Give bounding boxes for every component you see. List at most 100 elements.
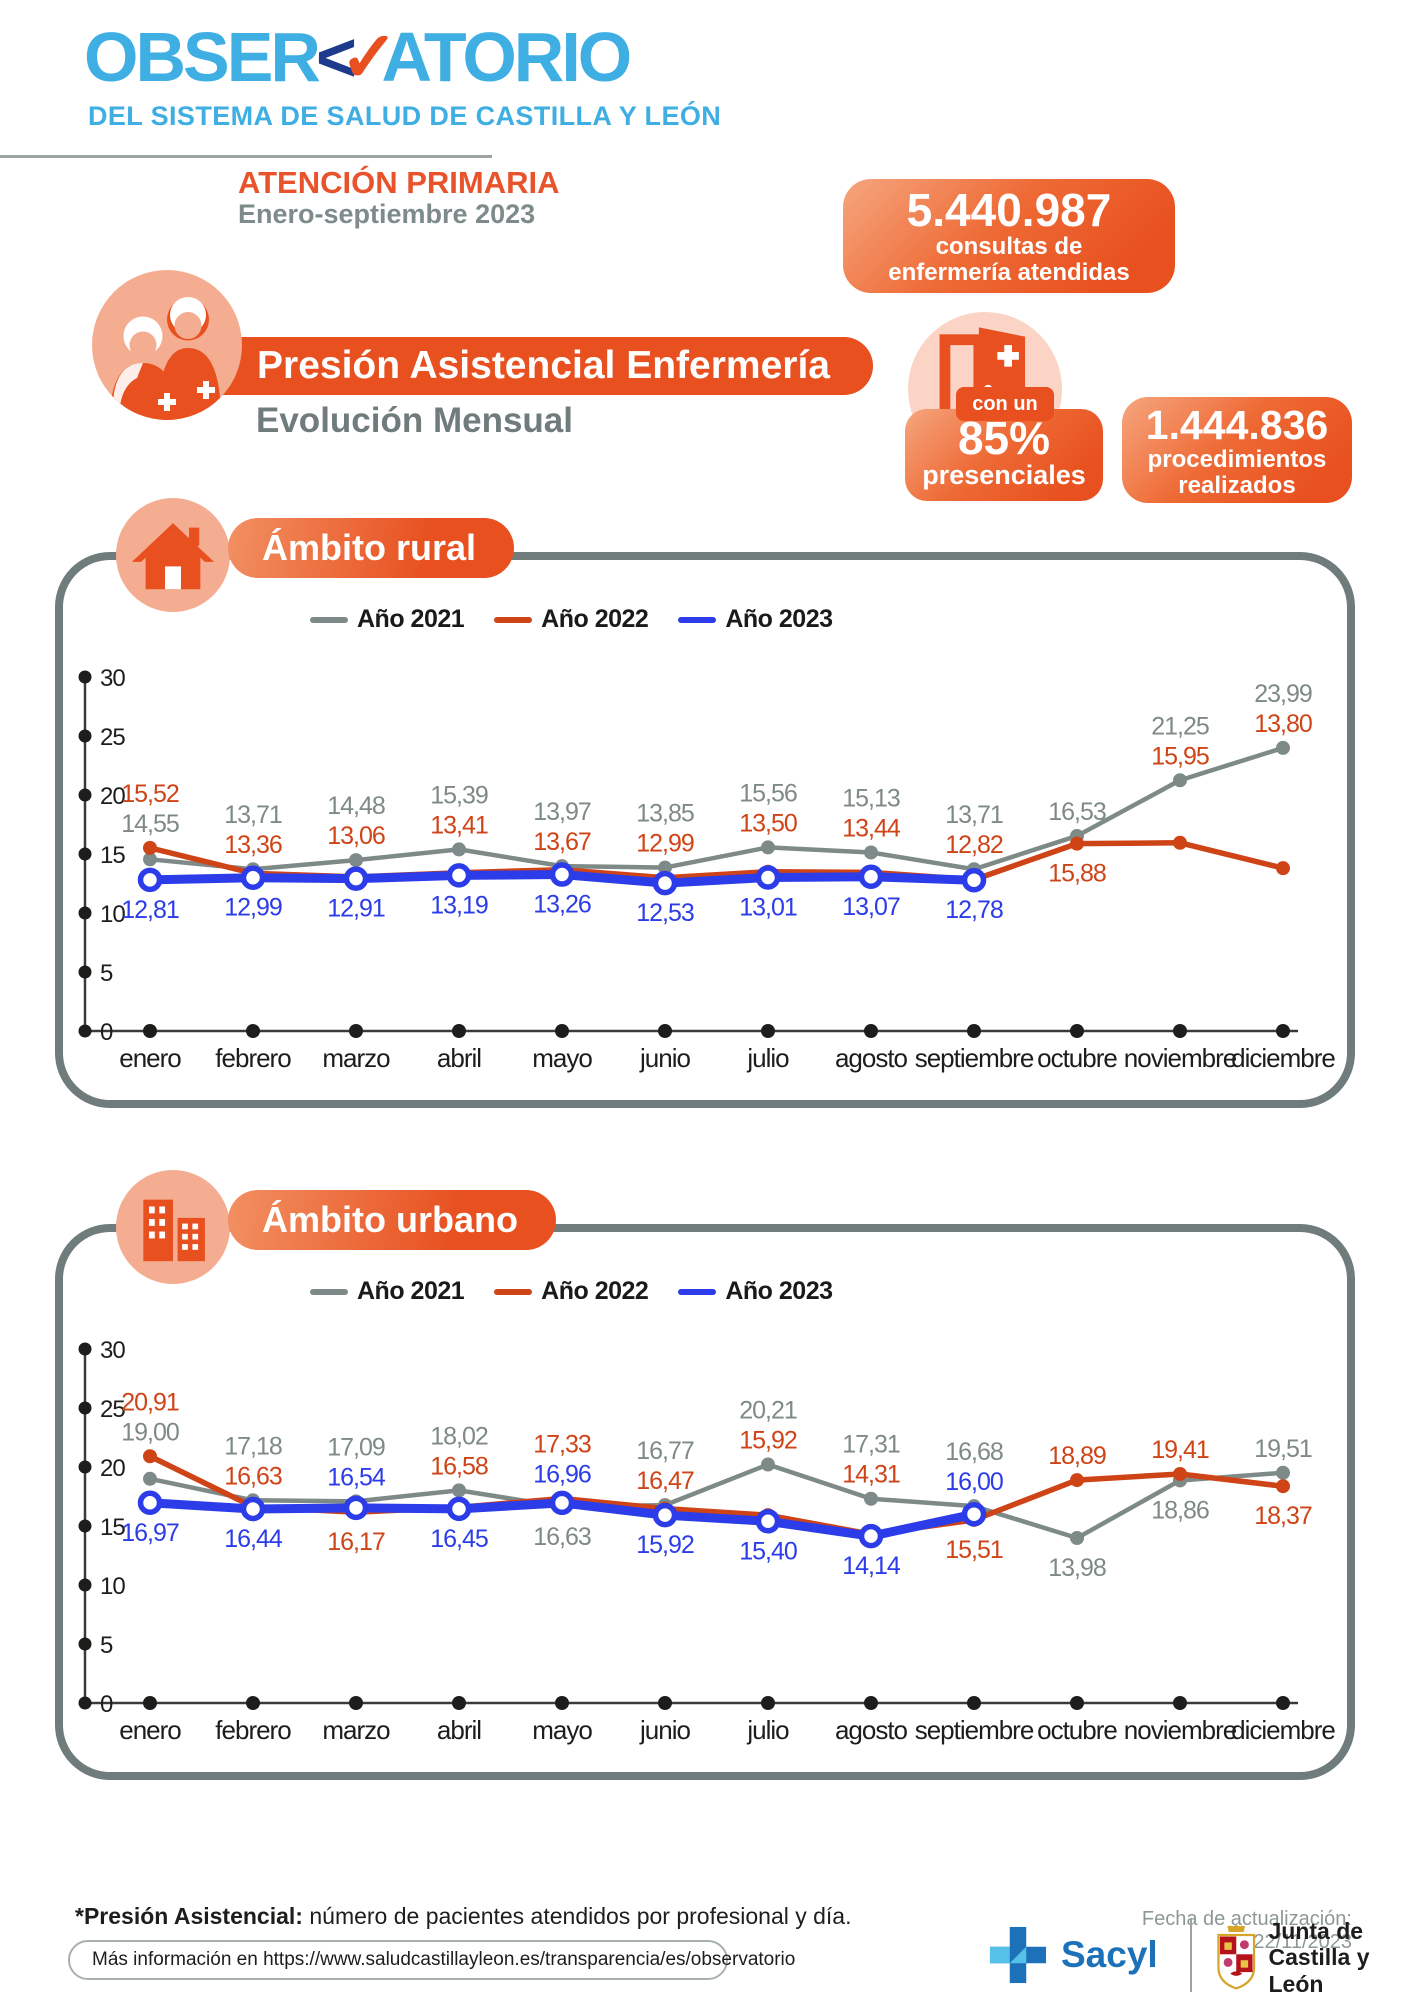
house-icon xyxy=(116,498,230,612)
legend-swatch-2021 xyxy=(310,616,348,623)
svg-text:13,97: 13,97 xyxy=(533,798,591,826)
svg-text:16,44: 16,44 xyxy=(224,1525,283,1553)
procedimientos-line2: realizados xyxy=(1178,471,1296,499)
svg-text:15,56: 15,56 xyxy=(739,779,797,807)
urbano-section-title: Ámbito urbano xyxy=(262,1199,518,1240)
svg-text:13,67: 13,67 xyxy=(533,828,591,856)
svg-text:12,99: 12,99 xyxy=(224,894,282,922)
procedimientos-line1: procedimientos xyxy=(1147,446,1327,474)
svg-text:15,52: 15,52 xyxy=(121,780,179,808)
junta-logo: Junta de Castilla y León xyxy=(1214,1918,1413,1997)
svg-text:mayo: mayo xyxy=(532,1715,592,1745)
legend-label-2022: Año 2022 xyxy=(541,1277,649,1305)
rural-legend: Año 2021 Año 2022 Año 2023 xyxy=(310,605,833,634)
footnote: *Presión Asistencial: número de paciente… xyxy=(75,1903,852,1930)
svg-text:30: 30 xyxy=(100,665,125,692)
more-info-text: Más información en https://www.saludcast… xyxy=(92,1949,796,1970)
urbano-section-badge: Ámbito urbano xyxy=(228,1190,556,1250)
consultas-badge: 5.440.987 consultas de enfermería atendi… xyxy=(843,179,1175,293)
junta-shield-icon xyxy=(1217,1924,1256,1990)
more-info-link[interactable]: Más información en https://www.saludcast… xyxy=(68,1940,795,1980)
legend-label-2023: Año 2023 xyxy=(725,1277,833,1305)
svg-text:16,53: 16,53 xyxy=(1048,798,1106,826)
legend-swatch-2023 xyxy=(678,616,717,623)
svg-text:17,31: 17,31 xyxy=(842,1431,900,1459)
svg-text:16,63: 16,63 xyxy=(224,1462,282,1490)
svg-text:16,17: 16,17 xyxy=(327,1528,385,1556)
presenciales-badge: 85% presenciales xyxy=(905,409,1103,501)
svg-text:13,41: 13,41 xyxy=(430,811,488,839)
svg-text:14,14: 14,14 xyxy=(842,1552,901,1580)
consultas-line1: consultas de xyxy=(935,232,1083,260)
svg-text:15,95: 15,95 xyxy=(1151,742,1209,770)
svg-text:16,58: 16,58 xyxy=(430,1452,488,1480)
svg-text:14,55: 14,55 xyxy=(121,810,179,838)
logo-subtitle: DEL SISTEMA DE SALUD DE CASTILLA Y LEÓN xyxy=(88,101,722,131)
svg-text:agosto: agosto xyxy=(835,1715,908,1745)
svg-text:16,77: 16,77 xyxy=(636,1437,694,1465)
svg-text:20: 20 xyxy=(100,783,125,810)
svg-text:16,47: 16,47 xyxy=(636,1467,694,1495)
svg-text:19,00: 19,00 xyxy=(121,1418,179,1446)
observatorio-logo: OBSER<✓ATORIO xyxy=(84,22,632,92)
svg-text:15,88: 15,88 xyxy=(1048,860,1106,888)
rural-section-title: Ámbito rural xyxy=(262,527,477,568)
main-subtitle: Evolución Mensual xyxy=(256,401,573,440)
legend-swatch-2022 xyxy=(494,1288,533,1295)
svg-text:16,97: 16,97 xyxy=(121,1519,179,1547)
logo-part1: OBSER xyxy=(84,18,321,96)
svg-text:13,71: 13,71 xyxy=(224,801,282,829)
legend-item-2022: Año 2022 xyxy=(494,1277,649,1306)
svg-text:21,25: 21,25 xyxy=(1151,712,1209,740)
svg-text:14,48: 14,48 xyxy=(327,792,385,820)
logo-check-icon: ✓ xyxy=(339,18,399,96)
svg-text:noviembre: noviembre xyxy=(1124,1715,1237,1745)
svg-text:junio: junio xyxy=(639,1715,690,1745)
svg-text:15,92: 15,92 xyxy=(636,1531,694,1559)
svg-text:5: 5 xyxy=(100,960,113,987)
main-title-banner: Presión Asistencial Enfermería xyxy=(205,337,873,395)
svg-text:10: 10 xyxy=(100,1573,125,1600)
header-divider xyxy=(0,155,492,158)
svg-text:18,89: 18,89 xyxy=(1048,1442,1106,1470)
svg-text:23,99: 23,99 xyxy=(1254,680,1312,708)
svg-text:noviembre: noviembre xyxy=(1124,1043,1237,1073)
svg-text:10: 10 xyxy=(100,901,125,928)
con-un-label: con un xyxy=(972,392,1038,415)
junta-line2: Castilla y León xyxy=(1268,1944,1370,1997)
svg-text:16,54: 16,54 xyxy=(327,1463,386,1491)
legend-swatch-2021 xyxy=(310,1288,348,1295)
presenciales-value: 85% xyxy=(957,412,1051,464)
rural-chart-card xyxy=(55,552,1355,1108)
svg-text:16,68: 16,68 xyxy=(945,1438,1003,1466)
svg-text:febrero: febrero xyxy=(215,1043,291,1073)
svg-text:junio: junio xyxy=(639,1043,690,1073)
svg-text:diciembre: diciembre xyxy=(1231,1715,1335,1745)
legend-label-2022: Año 2022 xyxy=(541,605,649,633)
legend-label-2021: Año 2021 xyxy=(357,1277,465,1305)
sacyl-name: Sacyl xyxy=(1061,1934,1158,1975)
svg-text:16,96: 16,96 xyxy=(533,1461,591,1489)
svg-text:20,21: 20,21 xyxy=(739,1397,797,1425)
nurses-icon xyxy=(92,270,242,420)
svg-text:16,63: 16,63 xyxy=(533,1523,591,1551)
svg-text:julio: julio xyxy=(746,1043,789,1073)
svg-text:13,85: 13,85 xyxy=(636,800,694,828)
svg-text:13,50: 13,50 xyxy=(739,809,797,837)
svg-text:13,98: 13,98 xyxy=(1048,1554,1106,1582)
procedimientos-number: 1.444.836 xyxy=(1145,402,1329,448)
svg-text:abril: abril xyxy=(437,1715,481,1745)
svg-text:marzo: marzo xyxy=(322,1715,390,1745)
svg-text:abril: abril xyxy=(437,1043,481,1073)
svg-text:12,81: 12,81 xyxy=(121,896,179,924)
legend-label-2023: Año 2023 xyxy=(725,605,833,633)
svg-text:julio: julio xyxy=(746,1715,789,1745)
consultas-number: 5.440.987 xyxy=(906,184,1112,236)
svg-text:15,51: 15,51 xyxy=(945,1536,1003,1564)
svg-text:17,18: 17,18 xyxy=(224,1432,282,1460)
presenciales-label: presenciales xyxy=(922,460,1086,490)
svg-text:18,86: 18,86 xyxy=(1151,1496,1209,1524)
